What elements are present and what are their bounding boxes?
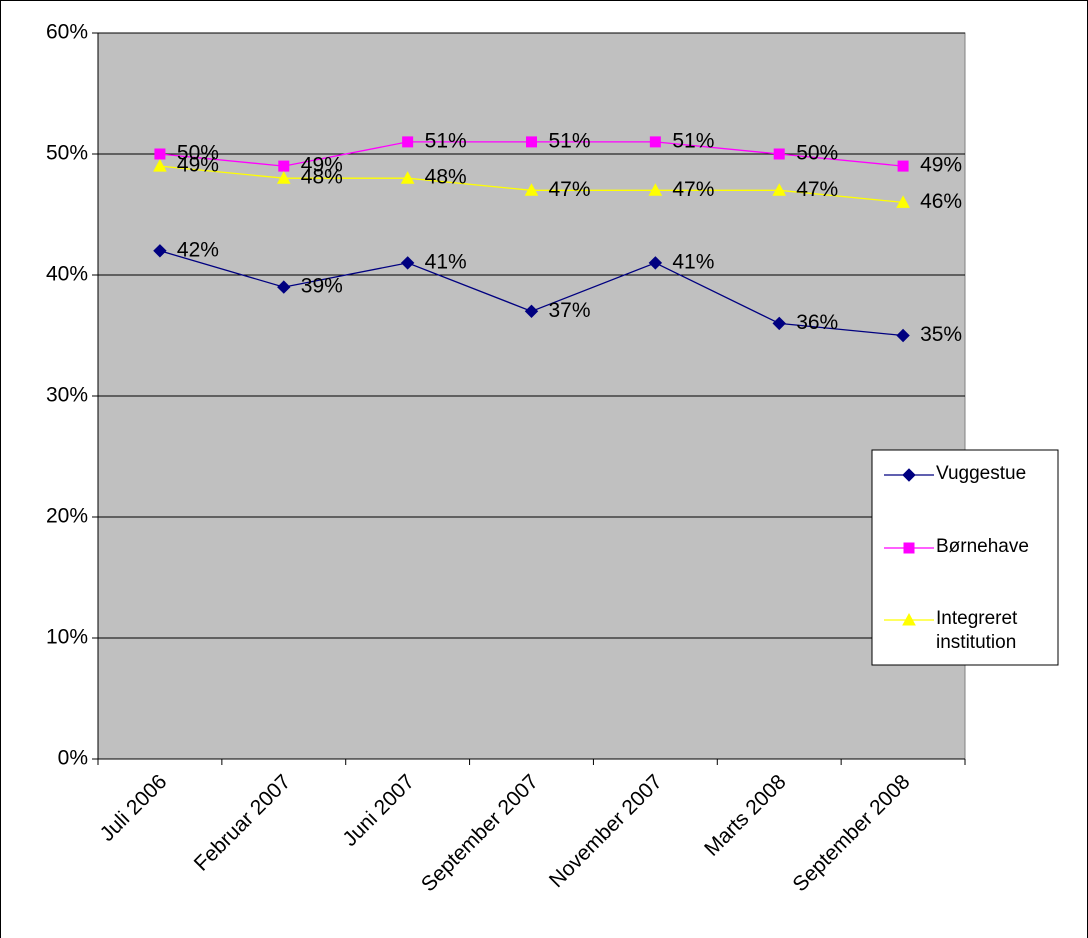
marker xyxy=(902,612,916,626)
data-label: 42% xyxy=(177,238,219,261)
data-label: 48% xyxy=(301,166,343,189)
marker xyxy=(648,183,663,196)
marker xyxy=(153,159,167,172)
marker xyxy=(524,304,539,319)
data-label: 49% xyxy=(301,154,343,177)
data-label: 41% xyxy=(425,250,467,273)
marker xyxy=(896,195,910,208)
legend-box xyxy=(871,449,1059,666)
marker xyxy=(773,148,785,160)
marker xyxy=(526,136,537,148)
data-label: 50% xyxy=(796,142,838,165)
data-label: 35% xyxy=(920,323,962,346)
marker xyxy=(278,160,290,172)
y-tick-label: 20% xyxy=(46,505,88,528)
legend-entry: Børnehave xyxy=(936,536,1029,557)
y-tick-label: 10% xyxy=(46,626,88,649)
data-label: 46% xyxy=(920,190,962,213)
data-label: 48% xyxy=(425,166,467,189)
data-label: 41% xyxy=(672,250,714,273)
marker xyxy=(276,171,291,184)
marker xyxy=(524,183,539,196)
data-label: 36% xyxy=(796,311,838,334)
y-tick-label: 60% xyxy=(46,21,88,44)
data-label: 39% xyxy=(301,275,343,298)
legend-label: Integreret institution xyxy=(936,608,1018,653)
marker xyxy=(896,328,910,343)
legend-entry: Vuggestue xyxy=(936,463,1027,484)
y-tick-label: 30% xyxy=(46,384,88,407)
marker xyxy=(903,542,915,554)
marker xyxy=(649,136,661,148)
data-label: 47% xyxy=(672,178,714,201)
marker xyxy=(897,160,909,172)
marker xyxy=(400,171,415,184)
marker xyxy=(902,468,916,482)
legend-entry: Integreret institution xyxy=(936,608,1018,653)
marker xyxy=(402,136,414,148)
marker xyxy=(154,148,166,160)
legend-label: Børnehave xyxy=(936,536,1029,557)
marker xyxy=(153,244,167,258)
data-label: 50% xyxy=(177,142,219,165)
data-label: 47% xyxy=(549,178,591,201)
data-label: 37% xyxy=(549,299,591,322)
y-tick-label: 50% xyxy=(46,142,88,165)
marker xyxy=(648,256,663,270)
data-label: 51% xyxy=(549,129,591,152)
data-label: 51% xyxy=(672,129,714,152)
y-tick-label: 40% xyxy=(46,263,88,286)
y-tick-label: 0% xyxy=(58,747,88,770)
data-label: 49% xyxy=(177,154,219,177)
marker xyxy=(772,316,786,331)
data-label: 49% xyxy=(920,154,962,177)
legend-label: Vuggestue xyxy=(936,463,1027,484)
marker xyxy=(772,183,787,196)
marker xyxy=(277,280,291,294)
data-label: 47% xyxy=(796,178,838,201)
marker xyxy=(400,256,415,270)
data-label: 51% xyxy=(425,129,467,152)
